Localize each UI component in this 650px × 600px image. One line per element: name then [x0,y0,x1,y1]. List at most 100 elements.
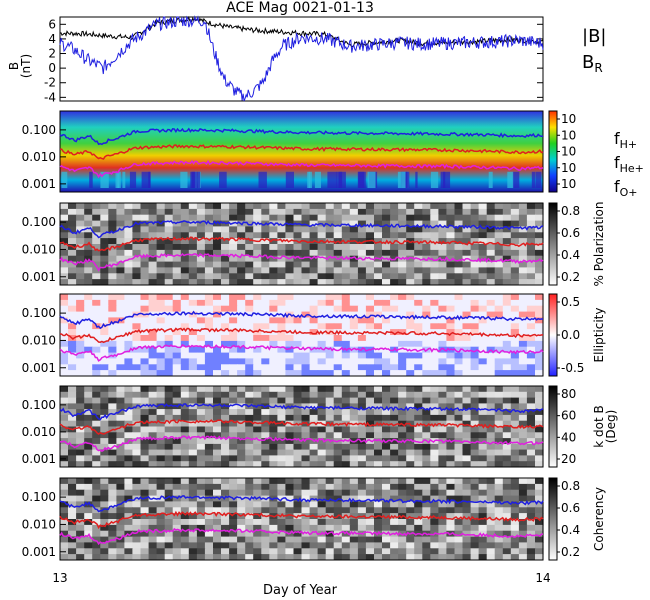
ellipticity-cell [390,305,399,313]
coherency-cell [374,519,383,526]
kdotb-cell [357,426,367,433]
ellipticity-cell [462,299,472,307]
kdotb-cell [446,414,455,422]
coherency-cell [164,513,174,520]
ellipticity-cell [478,329,488,336]
polarization-cell [140,226,150,233]
coherency-cell [285,513,294,520]
ellipticity-cell [68,352,77,359]
ellipticity-cell [349,299,359,307]
ellipticity-cell [325,323,335,330]
kdotb-cell [510,426,520,433]
kdotb-cell [261,397,270,404]
ellipticity-cell [285,364,294,371]
ellipticity-cell [76,364,85,371]
polarization-cell [349,232,359,239]
ellipticity-cell [309,358,319,365]
kdotb-cell [470,461,480,468]
coherency-cell [349,554,359,561]
kdotb-cell [349,461,359,468]
coherency-cell [221,513,230,520]
ellipticity-cell [462,311,472,318]
ellipticity-cell [108,358,117,365]
kdotb-cell [132,432,141,439]
polarization-cell [237,255,246,263]
polarization-cell [341,267,351,274]
kdotb-cell [172,414,182,422]
polarization-cell [116,255,125,263]
polarization-cell [285,226,294,233]
kdotb-cell [221,449,230,456]
ellipticity-cell [398,358,407,365]
kdotb-cell [365,391,375,399]
coherency-cell [526,513,536,520]
kdotb-cell [140,391,150,399]
ellipticity-cell [454,329,464,336]
polarization-cell [341,203,351,210]
ellipticity-cell [518,346,528,354]
ellipticity-cell [398,346,407,354]
polarization-cell [245,279,254,286]
coherency-cell [454,507,464,514]
polarization-cell [510,273,520,280]
polarization-cell [229,255,238,263]
ellipticity-cell [494,323,504,330]
kdotb-cell [269,386,278,393]
kdotb-cell [309,461,319,468]
kdotb-cell [229,414,238,422]
coherency-cell [494,530,504,538]
ellipticity-cell [180,370,190,377]
kdotb-cell [196,461,206,468]
coherency-cell [92,478,101,485]
coherency-cell [486,501,496,508]
coherency-cell [502,536,512,543]
coherency-cell [132,542,141,549]
kdotb-cell [526,449,536,456]
coherency-cell [253,530,262,538]
coherency-cell [357,548,367,555]
polarization-cell [100,214,109,222]
ellipticity-cell [277,323,286,330]
ellipticity-cell [526,311,536,318]
coherency-cell [317,519,327,526]
coherency-cell [116,524,125,532]
polarization-cell [261,226,270,233]
kdotb-cell [100,420,109,427]
kdotb-cell [293,391,303,399]
kdotb-cell [535,397,544,404]
ellipticity-cell [382,294,391,301]
kdotb-cell [478,397,488,404]
kdotb-cell [454,443,464,451]
kdotb-cell [76,449,85,456]
polarization-cell [188,214,198,222]
coherency-cell [486,530,496,538]
polarization-cell [68,208,77,216]
polarization-cell [398,261,407,268]
polarization-cell [462,279,472,286]
polarization-cell [237,203,246,210]
coherency-cell [124,483,133,491]
polarization-cell [188,273,198,280]
polarization-cell [478,244,488,251]
kdotb-cell [68,391,77,399]
ellipticity-cell [349,335,359,342]
kdotb-cell [518,386,528,393]
ellipticity-cell [535,323,544,330]
kdotb-cell [116,391,125,399]
polarization-cell [196,244,206,251]
kdotb-cell [293,461,303,468]
polarization-cell [349,279,359,286]
coherency-cell [446,483,455,491]
coherency-cell [172,524,182,532]
ellipticity-cell [76,311,85,318]
kdotb-cell [140,461,150,468]
kdotb-cell [245,438,254,445]
polarization-cell [398,267,407,274]
kdotb-cell [518,426,528,433]
polarization-cell [510,255,520,263]
kdotb-cell [349,414,359,422]
ellipticity-cell [333,305,343,313]
ellipticity-cell [116,358,125,365]
